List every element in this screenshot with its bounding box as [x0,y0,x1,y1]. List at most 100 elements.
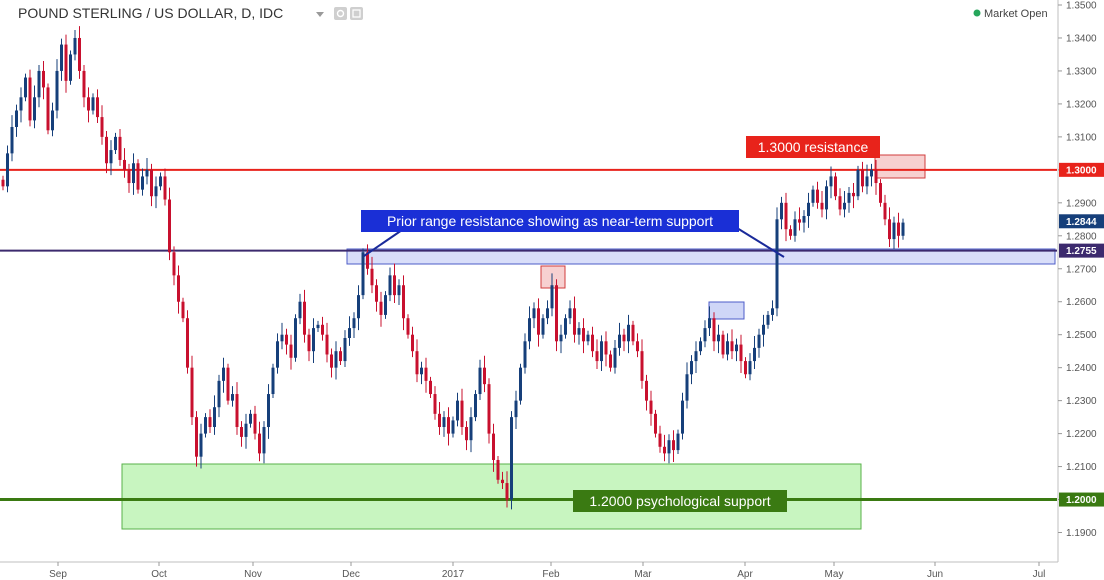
candle-body [762,324,765,335]
maximize-icon[interactable] [350,7,363,20]
candle-body [406,318,410,335]
candle-body [784,202,788,230]
settings-icon[interactable] [334,7,347,20]
resistance-annotation-text: 1.3000 resistance [758,139,869,155]
price-tick-label: 1.2400 [1066,363,1097,374]
candle-body [307,334,311,352]
candle-body [325,334,329,355]
candle-body [874,169,878,184]
candle-body [379,301,383,315]
candle-body [820,202,824,210]
price-tick-label: 1.2200 [1066,429,1097,440]
candle-body [285,334,288,345]
candle-body [613,347,617,368]
time-tick-label: Apr [737,569,753,580]
candle-body [667,440,671,454]
candle-body [51,110,54,131]
candle-body [208,417,212,428]
candle-body [280,334,284,342]
time-tick-label: Nov [244,569,262,580]
price-label-box [1059,214,1104,229]
candle-body [100,117,104,137]
candle-body [96,97,99,118]
candle-body [276,341,279,368]
candle-body [451,420,455,434]
price-axis[interactable] [1058,0,1104,562]
candle-body [46,87,50,131]
candle-body [199,433,203,457]
candle-body [105,136,108,164]
candle-body [253,413,257,434]
callout-pointer-right [736,227,785,258]
candle-body [249,413,252,424]
candle-body [780,202,783,220]
candle-body [388,275,392,296]
candle-body [816,189,819,203]
dropdown-caret-icon[interactable] [316,12,324,17]
time-tick-label: Feb [542,569,560,580]
candle-body [186,318,189,368]
candle-body [573,308,576,335]
time-axis-ticks[interactable]: Sep Oct Nov Dec 2017 Feb Mar Apr May Jun Jul [49,562,1045,580]
candle-body [717,334,720,342]
price-tick-label: 1.3300 [1066,66,1097,77]
candle-body [330,354,333,368]
candle-body [838,196,842,210]
psychological-support-annotation[interactable]: 1.2000 psychological support [573,490,787,512]
candle-body [690,361,693,375]
candle-body [231,394,234,401]
candle-body [856,169,860,197]
time-tick-label: Jul [1033,569,1046,580]
candle-body [141,176,144,190]
candle-body [699,341,702,352]
candle-body [163,176,167,200]
candle-body [510,417,513,500]
candle-body [429,380,432,395]
candle-body [901,222,905,236]
candle-body [82,70,86,98]
candle-body [55,70,59,111]
candle-body [739,344,743,362]
candle-body [537,308,540,335]
psychological-support-annotation-text: 1.2000 psychological support [589,493,770,509]
candle-body [316,324,320,329]
time-tick-label: Dec [342,569,360,580]
candle-body [708,318,711,329]
candle-body [564,318,567,335]
candle-body [154,186,158,197]
candle-body [78,37,81,71]
candle-body [766,314,770,325]
candle-body [181,301,185,319]
range-support-annotation[interactable]: Prior range resistance showing as near-t… [361,210,739,232]
resistance-annotation[interactable]: 1.3000 resistance [746,136,880,158]
candle-body [802,216,806,223]
candle-body [28,77,32,121]
price-label: 1.3000 [1066,165,1097,176]
candle-body [631,324,635,342]
candlestick-series [1,26,905,510]
candle-body [672,440,675,451]
market-status: Market Open [984,8,1048,20]
candle-body [303,301,306,335]
price-tick-label: 1.2700 [1066,264,1097,275]
candle-body [514,400,518,418]
price-tick-label: 1.3400 [1066,33,1097,44]
callout-pointer-left [363,227,406,257]
candle-body [294,318,297,358]
candle-body [546,308,549,319]
candle-body [478,367,482,395]
price-tick-label: 1.1900 [1066,528,1097,539]
candle-body [658,433,662,447]
candle-body [132,163,135,184]
candle-body [334,351,338,368]
candle-body [870,169,873,177]
candle-body [415,351,419,375]
candle-body [352,318,356,329]
candle-body [609,354,612,368]
candle-body [393,275,396,296]
candle-body [861,169,864,187]
candle-body [370,268,374,286]
price-label-box [1059,243,1104,258]
candle-body [420,367,423,375]
candle-body [483,367,486,385]
